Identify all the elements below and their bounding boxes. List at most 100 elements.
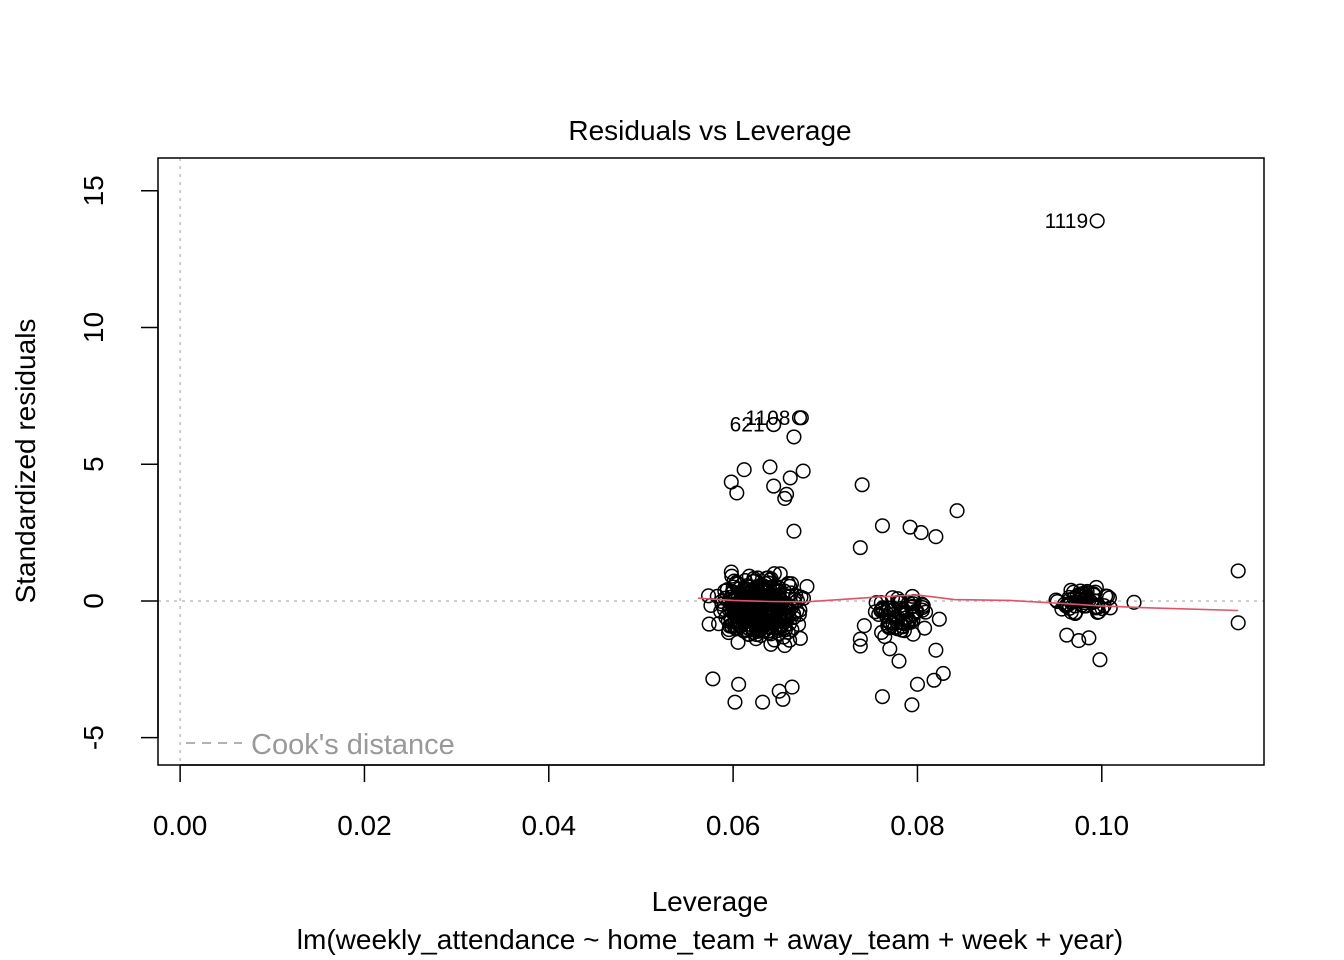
- data-point: [928, 642, 944, 658]
- y-tick-label: 5: [78, 456, 109, 472]
- plot-frame: [157, 157, 1265, 766]
- data-point: [777, 596, 793, 613]
- x-tick-label: 0.04: [522, 810, 577, 841]
- point-label: 1108: [745, 407, 790, 430]
- data-point: [1092, 652, 1108, 668]
- data-point: [799, 578, 815, 595]
- data-point: [784, 679, 800, 695]
- data-point: [795, 463, 811, 479]
- data-point: [1230, 563, 1246, 579]
- data-point: [757, 607, 773, 623]
- data-point: [723, 564, 739, 580]
- data-point: [786, 523, 802, 539]
- data-point: [782, 616, 798, 632]
- data-point: [1101, 590, 1117, 606]
- data-point: [777, 490, 793, 506]
- x-tick-label: 0.00: [153, 810, 208, 841]
- data-point: [926, 672, 942, 688]
- data-point: [736, 581, 752, 597]
- y-tick-label: 0: [78, 593, 109, 609]
- data-point: [852, 540, 868, 556]
- x-tick-label: 0.02: [337, 810, 392, 841]
- data-point: [727, 694, 743, 710]
- labeled-data-point: [791, 410, 808, 426]
- data-point: [904, 697, 920, 713]
- data-point: [873, 602, 889, 618]
- data-point: [792, 630, 808, 646]
- data-point: [856, 618, 872, 634]
- y-axis-label: Standardized residuals: [10, 319, 41, 604]
- data-point: [905, 611, 921, 627]
- x-tick-label: 0.08: [890, 810, 945, 841]
- data-point: [1049, 594, 1065, 610]
- smooth-line-group: [698, 594, 1239, 612]
- data-point: [891, 653, 907, 669]
- data-point: [1094, 601, 1110, 617]
- data-point: [701, 616, 717, 632]
- data-point: [729, 485, 745, 501]
- data-point: [852, 631, 868, 647]
- data-point: [700, 588, 717, 604]
- labeled-data-point: [1089, 213, 1105, 229]
- data-point: [931, 611, 947, 627]
- data-point: [780, 575, 796, 592]
- data-point: [949, 503, 965, 519]
- data-point: [913, 525, 929, 541]
- data-point: [787, 592, 803, 608]
- data-point: [782, 470, 798, 486]
- data-point: [771, 683, 787, 699]
- y-tick-label: 15: [78, 175, 109, 206]
- labeled-data-point: [766, 417, 782, 433]
- y-tick-label: -5: [78, 725, 109, 750]
- data-point: [1079, 583, 1095, 599]
- data-point: [755, 694, 771, 710]
- data-point: [928, 529, 944, 545]
- data-point: [1230, 615, 1246, 631]
- x-axis-sublabel: lm(weekly_attendance ~ home_team + away_…: [297, 924, 1123, 955]
- data-point: [882, 641, 898, 657]
- data-point: [897, 604, 913, 620]
- data-point: [1086, 586, 1102, 602]
- data-point: [875, 600, 891, 616]
- data-point: [880, 619, 897, 635]
- data-point: [1071, 633, 1087, 649]
- data-point: [1081, 630, 1097, 646]
- data-point: [909, 676, 926, 692]
- data-point: [874, 689, 890, 705]
- chart-title: Residuals vs Leverage: [568, 115, 851, 146]
- data-point: [905, 626, 921, 642]
- data-point: [757, 598, 773, 614]
- point-label: 1119: [1045, 210, 1089, 233]
- data-point: [852, 638, 868, 654]
- data-points: [700, 213, 1246, 713]
- data-point: [775, 691, 791, 707]
- data-point: [1126, 594, 1142, 610]
- data-point: [762, 459, 778, 475]
- data-point: [764, 608, 780, 624]
- data-point: [770, 622, 786, 638]
- smooth-line: [698, 594, 1239, 612]
- data-point: [731, 676, 747, 692]
- data-point: [786, 429, 802, 445]
- data-point: [741, 568, 757, 584]
- x-axis-label: Leverage: [652, 886, 769, 917]
- data-point: [753, 579, 769, 595]
- data-point: [935, 665, 951, 681]
- data-point: [1048, 592, 1064, 608]
- data-point: [766, 596, 782, 613]
- data-point: [917, 620, 933, 636]
- data-point: [736, 462, 752, 478]
- legend: Cook's distance: [186, 729, 455, 761]
- data-point: [734, 610, 750, 626]
- data-point: [766, 478, 782, 494]
- reference-lines: [158, 158, 1264, 765]
- data-point: [874, 518, 890, 534]
- data-point: [719, 582, 735, 598]
- legend-label-cooks-distance: Cook's distance: [251, 729, 455, 761]
- point-label: 621: [730, 414, 765, 437]
- x-tick-label: 0.10: [1075, 810, 1130, 841]
- x-axis: 0.00 0.02 0.04 0.06 0.08 0.10: [153, 764, 1130, 841]
- y-axis: -5 0 5 10 15: [78, 175, 159, 750]
